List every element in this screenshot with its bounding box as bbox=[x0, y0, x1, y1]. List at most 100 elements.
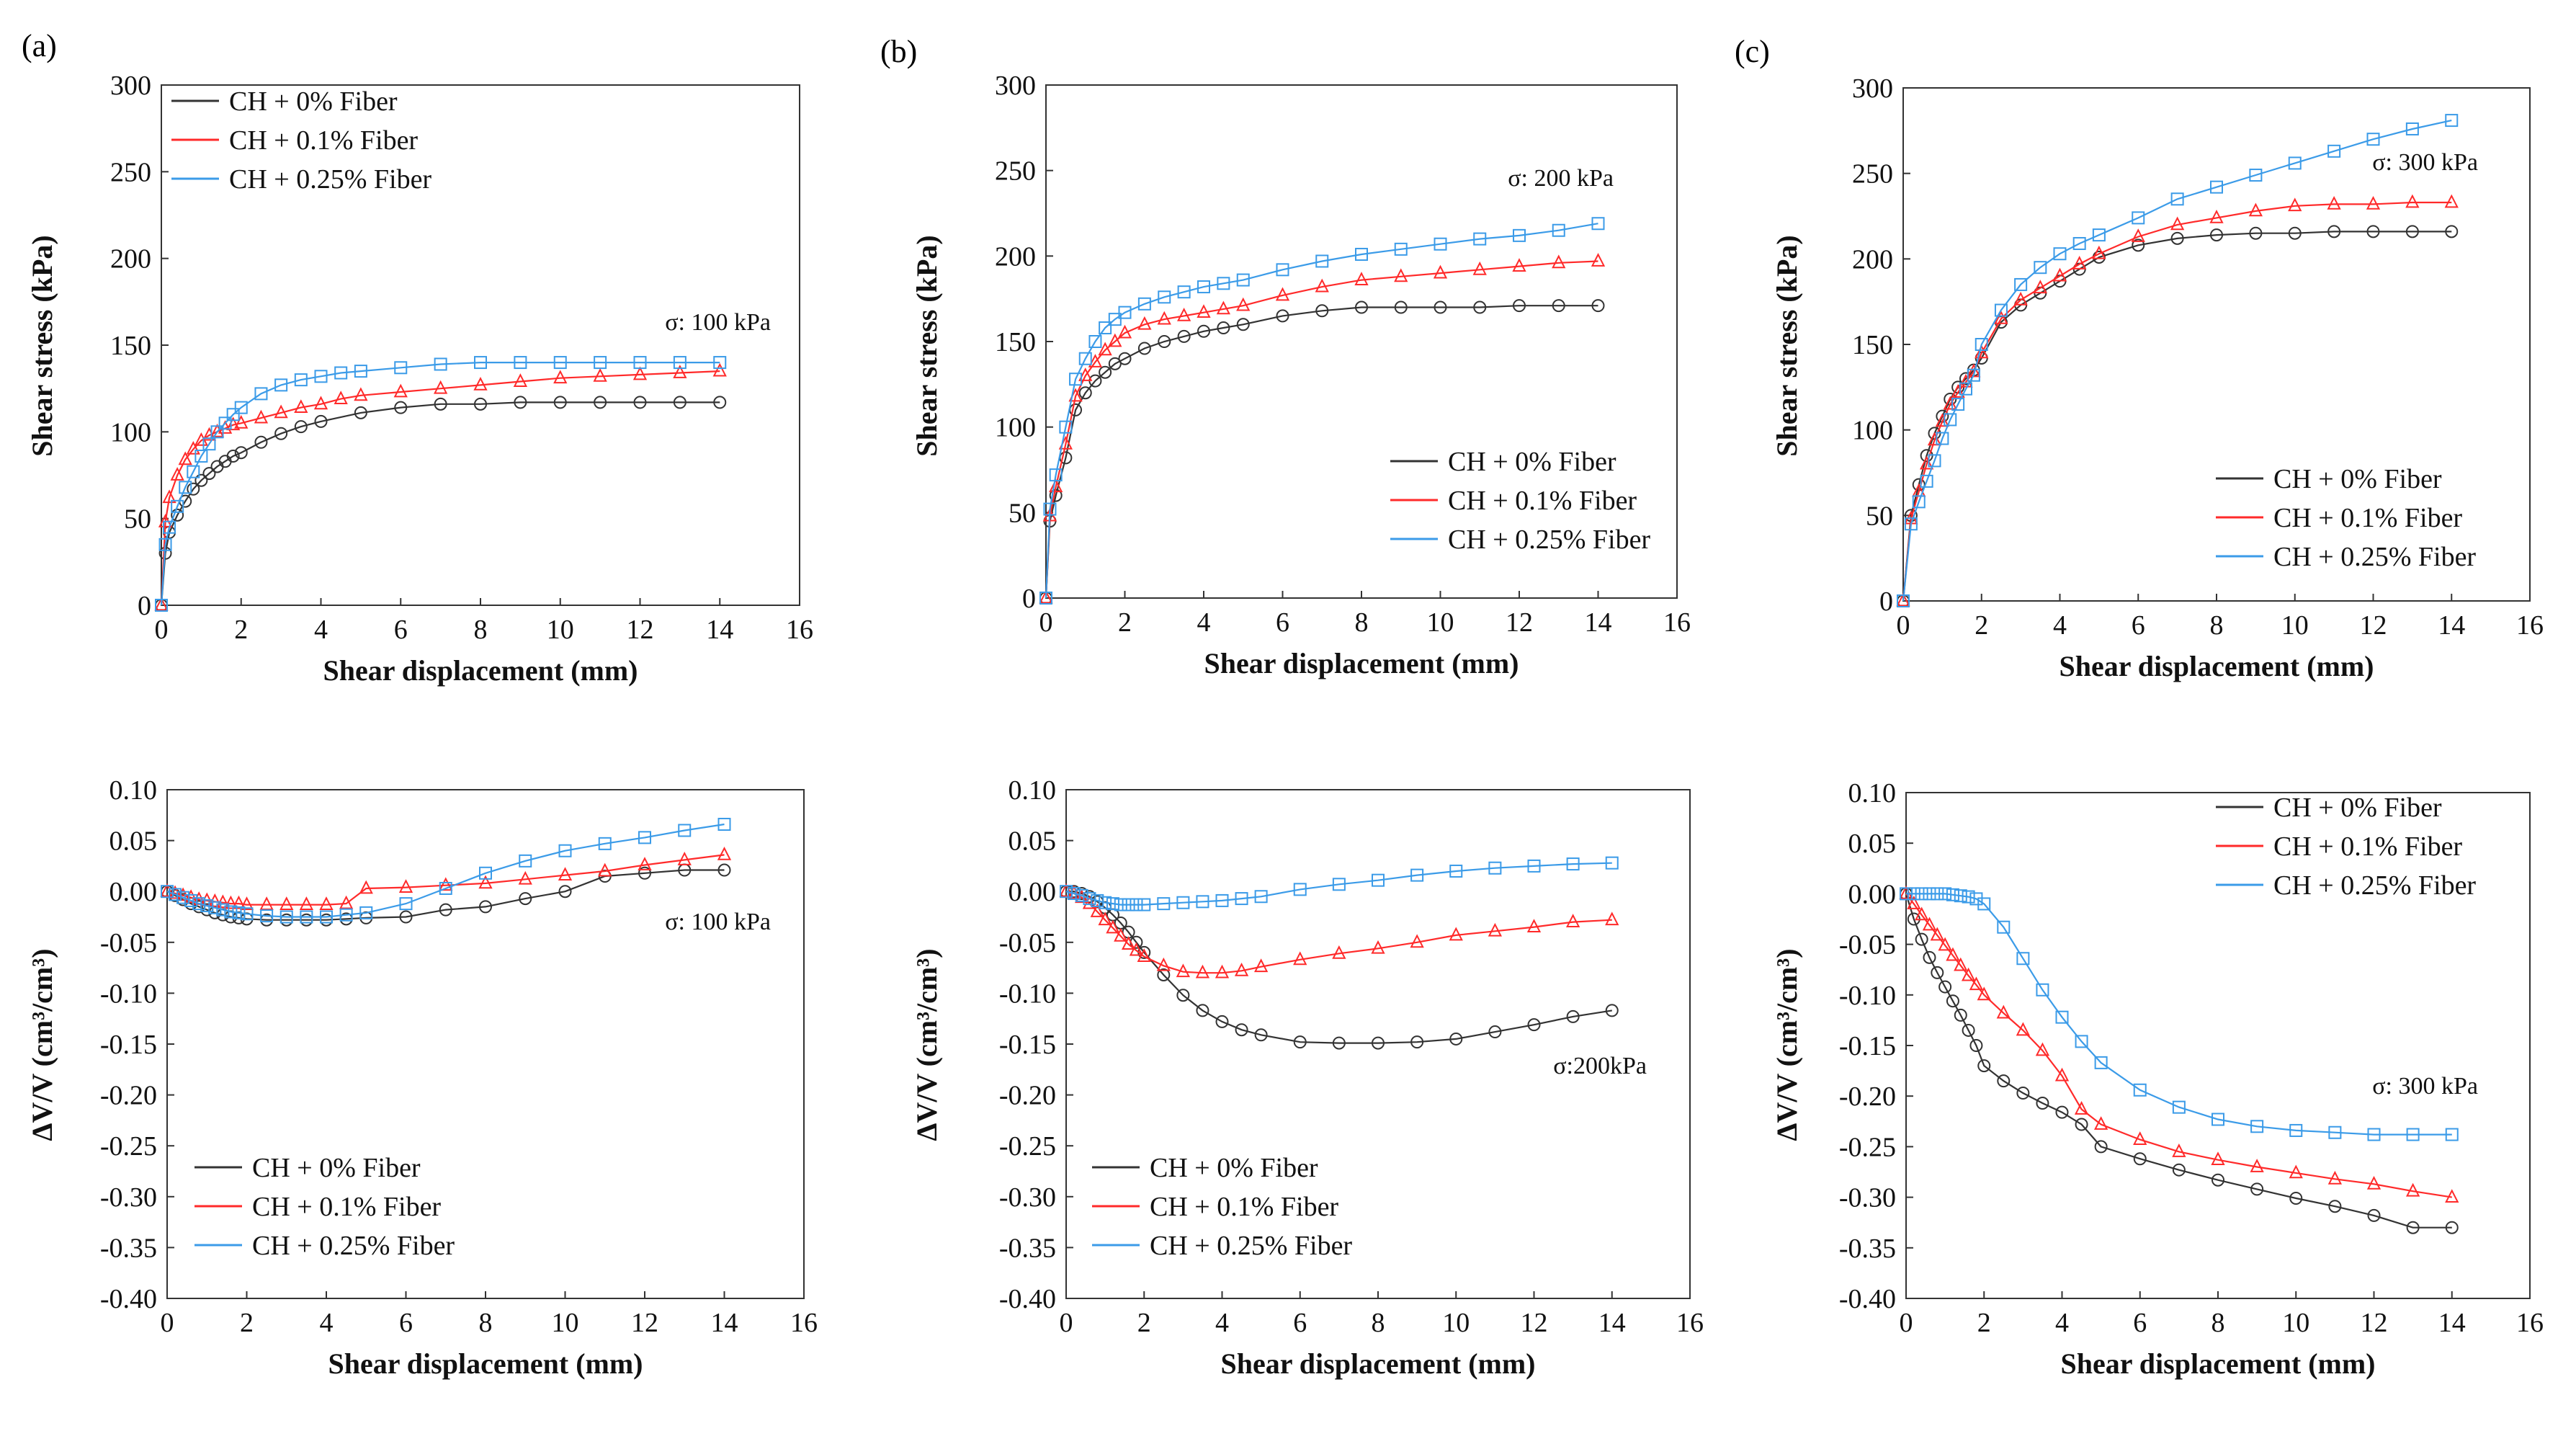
data-point bbox=[194, 450, 208, 463]
legend-entry: CH + 0.1% Fiber bbox=[1150, 1192, 1338, 1222]
y-tick-label: 0 bbox=[1022, 584, 1036, 614]
data-point bbox=[226, 450, 240, 463]
data-point bbox=[1372, 873, 1385, 887]
data-point bbox=[1488, 922, 1503, 937]
x-tick-label: 16 bbox=[1663, 607, 1691, 638]
data-point bbox=[2016, 1022, 2031, 1036]
data-point bbox=[2036, 983, 2049, 997]
data-point bbox=[1920, 474, 1933, 488]
data-point bbox=[678, 824, 692, 837]
y-tick-label: 300 bbox=[110, 71, 151, 101]
y-tick-label: 0.00 bbox=[1009, 877, 1057, 907]
chart-c-stress: 0 2 4 6 8 10 12 14 16 0 50 100 150 200 250 300 Shear dis… bbox=[1771, 73, 2544, 682]
data-point bbox=[2052, 267, 2067, 282]
series-line bbox=[1906, 893, 2452, 1136]
series-line bbox=[1045, 260, 1598, 599]
x-tick-label: 2 bbox=[234, 615, 248, 645]
y-tick-label: 250 bbox=[110, 157, 151, 187]
data-point bbox=[1083, 892, 1096, 906]
x-tick-label: 2 bbox=[1975, 610, 1988, 641]
data-point bbox=[1215, 893, 1229, 907]
data-point bbox=[1977, 897, 1991, 911]
series-0.1% bbox=[1899, 886, 2459, 1203]
data-point bbox=[274, 378, 288, 392]
data-point bbox=[713, 356, 727, 370]
data-point bbox=[1954, 957, 1968, 971]
x-tick-label: 4 bbox=[314, 615, 328, 645]
y-tick-label: 0.05 bbox=[109, 826, 158, 857]
data-point bbox=[208, 901, 222, 914]
data-point bbox=[394, 361, 408, 375]
y-tick-label: -0.25 bbox=[999, 1131, 1056, 1162]
data-point bbox=[1915, 887, 1928, 901]
panel-label-c: (c) bbox=[1735, 34, 1770, 69]
x-axis-title: Shear displacement (mm) bbox=[1204, 647, 1519, 679]
y-tick-label: -0.30 bbox=[100, 1182, 157, 1213]
data-point bbox=[1254, 1028, 1268, 1042]
data-point bbox=[1961, 967, 1976, 981]
data-point bbox=[673, 396, 687, 409]
data-point bbox=[202, 467, 216, 481]
data-point bbox=[2133, 1083, 2147, 1097]
data-point bbox=[2250, 1182, 2264, 1196]
data-point bbox=[2445, 1221, 2459, 1234]
data-point bbox=[594, 356, 607, 370]
data-point bbox=[226, 408, 240, 422]
data-point bbox=[1488, 861, 1502, 875]
y-tick-label: -0.15 bbox=[999, 1030, 1056, 1060]
plot-frame bbox=[166, 789, 805, 1299]
data-point bbox=[1060, 885, 1073, 899]
y-tick-label: -0.40 bbox=[100, 1284, 157, 1314]
data-point bbox=[2406, 1221, 2420, 1234]
y-tick-label: -0.05 bbox=[999, 928, 1056, 958]
x-tick-label: 4 bbox=[1197, 607, 1211, 638]
data-point bbox=[319, 896, 334, 910]
x-tick-label: 12 bbox=[2360, 610, 2387, 641]
data-point bbox=[2055, 1105, 2069, 1119]
data-point bbox=[1912, 495, 1926, 509]
data-point bbox=[1176, 896, 1190, 909]
legend-entry: CH + 0% Fiber bbox=[1448, 447, 1616, 477]
data-point bbox=[279, 896, 294, 910]
data-point bbox=[1473, 232, 1487, 246]
x-tick-label: 0 bbox=[155, 615, 169, 645]
plot-frame bbox=[1065, 789, 1691, 1299]
legend-entry: CH + 0% Fiber bbox=[1150, 1153, 1318, 1183]
y-tick-label: -0.40 bbox=[999, 1284, 1056, 1314]
data-point bbox=[2250, 1120, 2264, 1133]
data-point bbox=[1433, 264, 1448, 279]
data-point bbox=[1293, 883, 1307, 896]
data-point bbox=[274, 427, 288, 440]
x-tick-label: 10 bbox=[552, 1308, 579, 1338]
data-point bbox=[1332, 945, 1346, 959]
data-point bbox=[558, 844, 572, 857]
data-point bbox=[2210, 228, 2223, 242]
data-point bbox=[1236, 318, 1250, 331]
data-point bbox=[2289, 1123, 2303, 1137]
chart-c-volume: 0 2 4 6 8 10 12 14 16 -0.40 -0.35 -0.30 -0.25 -0.20 -0… bbox=[1771, 778, 2544, 1380]
x-tick-label: 4 bbox=[1215, 1308, 1229, 1338]
data-point bbox=[2092, 245, 2106, 259]
legend: CH + 0% Fiber CH + 0.1% Fiber CH + 0.25% F… bbox=[1390, 447, 1650, 555]
data-point bbox=[1176, 308, 1191, 321]
x-tick-label: 4 bbox=[2053, 610, 2067, 641]
x-tick-label: 12 bbox=[631, 1308, 658, 1338]
legend: CH + 0% Fiber CH + 0.1% Fiber CH + 0.25% F… bbox=[2216, 464, 2476, 572]
data-point bbox=[1216, 300, 1231, 315]
data-point bbox=[1195, 964, 1210, 978]
data-point bbox=[1977, 1059, 1991, 1073]
data-point bbox=[1197, 280, 1210, 294]
data-point bbox=[1088, 335, 1102, 348]
x-tick-label: 16 bbox=[790, 1308, 818, 1338]
data-point bbox=[1959, 382, 1972, 396]
data-point bbox=[274, 404, 288, 419]
y-tick-label: 150 bbox=[110, 331, 151, 361]
series-0.25% bbox=[1060, 856, 1619, 911]
data-point bbox=[2209, 209, 2224, 223]
data-point bbox=[1122, 898, 1135, 911]
data-point bbox=[1936, 432, 1949, 445]
y-tick-label: 0.05 bbox=[1848, 829, 1897, 859]
data-point bbox=[154, 597, 169, 611]
data-point bbox=[339, 908, 353, 922]
data-point bbox=[513, 373, 528, 387]
